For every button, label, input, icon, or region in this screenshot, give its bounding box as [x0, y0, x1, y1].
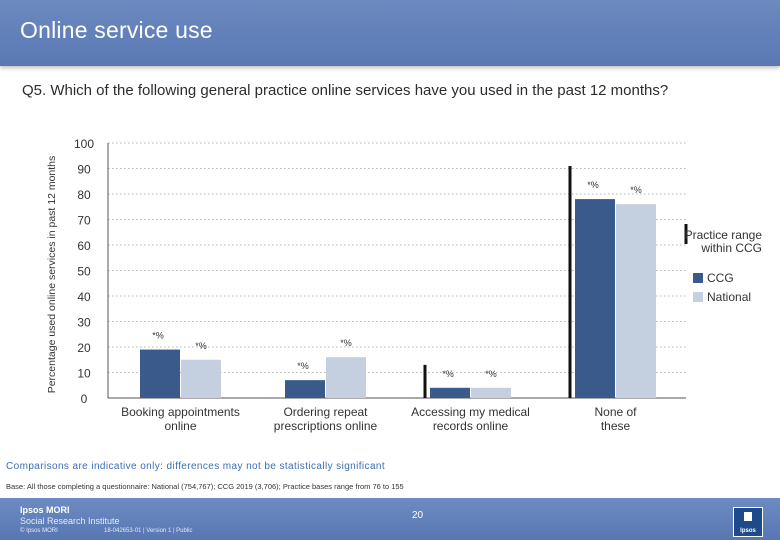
bar-national: [326, 357, 366, 398]
category-label: Accessing my medical: [411, 405, 530, 419]
logo-mark: [744, 512, 752, 521]
y-axis-label: Percentage used online services in past …: [46, 156, 58, 394]
data-label: *%: [587, 180, 599, 190]
y-tick-label: 90: [77, 163, 91, 177]
category-label: None of: [594, 405, 637, 419]
comparison-note: Comparisons are indicative only: differe…: [6, 461, 386, 472]
data-label: *%: [485, 369, 497, 379]
category-label: Ordering repeat: [283, 405, 368, 419]
title-bar: Online service use: [0, 0, 780, 66]
y-tick-label: 0: [81, 392, 88, 406]
y-tick-label: 60: [77, 239, 91, 253]
copyright-text: © Ipsos MORI: [20, 528, 58, 534]
y-tick-label: 80: [77, 188, 91, 202]
bar-national: [471, 387, 511, 398]
brand-name: Ipsos MORI: [20, 505, 70, 515]
category-label: these: [601, 419, 631, 433]
category-label: online: [164, 419, 196, 433]
brand-subtitle: Social Research Institute: [20, 516, 120, 526]
legend-label-national: National: [707, 290, 751, 304]
ipsos-logo-icon: Ipsos: [733, 507, 763, 537]
data-label: *%: [195, 341, 207, 351]
y-tick-label: 50: [77, 265, 91, 279]
base-text: Base: All those completing a questionnai…: [6, 482, 404, 491]
data-label: *%: [297, 361, 309, 371]
footer: [0, 498, 780, 540]
category-label: Booking appointments: [121, 405, 240, 419]
logo-text: Ipsos: [740, 528, 756, 534]
legend-range-label-2: within CCG: [700, 241, 762, 255]
category-label: records online: [433, 419, 509, 433]
question-text: Q5. Which of the following general pract…: [22, 82, 669, 99]
y-tick-label: 10: [77, 367, 91, 381]
bar-national: [181, 359, 221, 398]
legend-swatch-national: [693, 292, 703, 302]
data-label: *%: [340, 338, 352, 348]
legend-swatch-ccg: [693, 273, 703, 283]
legend-range-label-1: Practice range: [685, 228, 763, 242]
job-reference: 18-042653-01 | Version 1 | Public: [104, 528, 193, 534]
bar-national: [616, 204, 656, 398]
legend-label-ccg: CCG: [707, 271, 734, 285]
data-label: *%: [442, 369, 454, 379]
bar-ccg: [575, 199, 615, 398]
page-number: 20: [412, 510, 424, 521]
bar-ccg: [140, 349, 180, 398]
y-tick-label: 40: [77, 290, 91, 304]
category-label: prescriptions online: [274, 419, 378, 433]
bar-chart: 0 10 20 30 40 50 60 70 80 90 100 Percentage used on…: [46, 137, 763, 433]
y-tick-label: 70: [77, 214, 91, 228]
slide-title: Online service use: [20, 17, 213, 43]
bar-ccg: [285, 380, 325, 398]
y-tick-label: 20: [77, 341, 91, 355]
base-strip: [0, 476, 780, 498]
y-tick-label: 30: [77, 316, 91, 330]
bar-ccg: [430, 387, 470, 398]
data-label: *%: [630, 185, 642, 195]
y-tick-label: 100: [74, 137, 94, 151]
data-label: *%: [152, 331, 164, 341]
